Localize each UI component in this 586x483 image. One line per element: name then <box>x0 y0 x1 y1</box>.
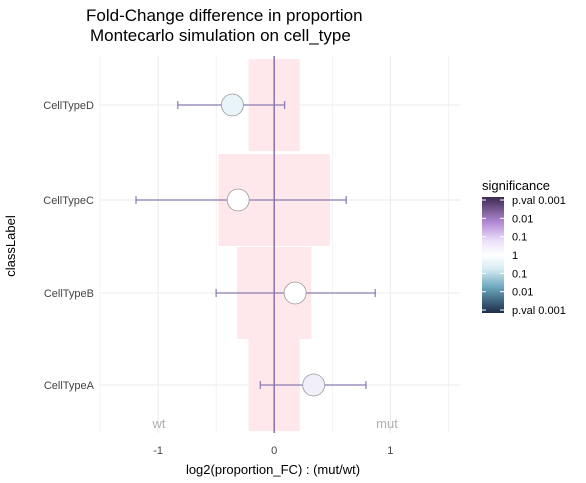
y-axis-label: classLabel <box>3 215 18 277</box>
x-axis-label: log2(proportion_FC) : (mut/wt) <box>186 462 360 477</box>
x-tick-labels: -1 0 1 <box>153 445 393 457</box>
annotation-wt: wt <box>152 416 166 431</box>
x-tick-label: 0 <box>271 445 277 457</box>
legend-title: significance <box>482 178 550 193</box>
y-tick-CellTypeC: CellTypeC <box>43 195 94 207</box>
x-tick-label: -1 <box>153 445 163 457</box>
legend-colorbar <box>482 197 504 313</box>
x-tick-label: 1 <box>387 445 393 457</box>
legend-ticks: p.val 0.001 0.01 0.1 1 0.1 0.01 p.val 0.001 <box>482 195 566 317</box>
y-tick-CellTypeB: CellTypeB <box>44 288 94 300</box>
y-tick-CellTypeD: CellTypeD <box>43 100 94 112</box>
point-CellTypeC <box>226 188 250 212</box>
legend: significance p.val 0.0010.010.110.10.01p… <box>482 178 566 317</box>
chart-title-line2: Montecarlo simulation on cell_type <box>90 26 351 45</box>
y-tick-labels: CellTypeA CellTypeB CellTypeC CellTypeD <box>43 100 94 392</box>
legend-tick-label: 0.01 <box>512 213 533 225</box>
y-tick-CellTypeA: CellTypeA <box>44 380 95 392</box>
legend-tick-label: 0.01 <box>512 287 533 299</box>
point-CellTypeB <box>283 281 307 305</box>
point-CellTypeA <box>302 373 326 397</box>
annotation-mut: mut <box>376 416 398 431</box>
point-CellTypeD <box>220 93 244 117</box>
legend-tick-label: 1 <box>512 250 518 262</box>
legend-tick-label: 0.1 <box>512 268 527 280</box>
legend-tick-label: 0.1 <box>512 232 527 244</box>
chart-title-line1: Fold-Change difference in proportion <box>86 6 363 25</box>
legend-tick-label: p.val 0.001 <box>512 195 566 207</box>
legend-tick-label: p.val 0.001 <box>512 305 566 317</box>
estimate-points <box>220 93 326 397</box>
